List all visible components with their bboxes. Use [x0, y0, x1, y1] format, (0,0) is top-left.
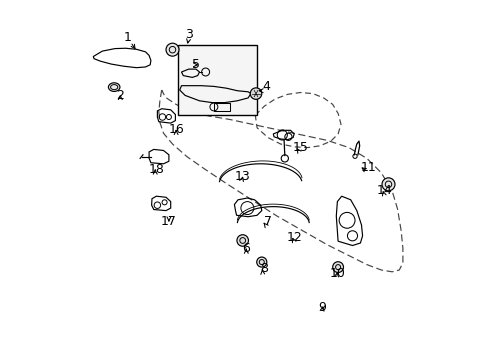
Text: 7: 7 — [264, 215, 271, 228]
Bar — [213, 103, 230, 111]
Text: 12: 12 — [286, 231, 302, 244]
Text: 18: 18 — [148, 163, 164, 176]
Text: 15: 15 — [292, 141, 307, 154]
Circle shape — [237, 235, 248, 246]
Text: 16: 16 — [168, 123, 183, 136]
Text: 2: 2 — [116, 89, 124, 102]
Text: 10: 10 — [329, 267, 346, 280]
Text: 14: 14 — [376, 184, 392, 197]
Circle shape — [381, 178, 394, 191]
Circle shape — [250, 88, 261, 99]
Text: 9: 9 — [317, 301, 325, 314]
Text: 11: 11 — [360, 161, 376, 174]
Circle shape — [166, 43, 179, 56]
Text: 8: 8 — [260, 262, 268, 275]
Text: 13: 13 — [234, 170, 250, 183]
Text: 1: 1 — [123, 31, 131, 44]
Text: 17: 17 — [161, 215, 177, 228]
Text: 4: 4 — [262, 80, 269, 93]
Text: 3: 3 — [184, 28, 192, 41]
Circle shape — [332, 262, 343, 273]
Text: 6: 6 — [242, 242, 250, 255]
Bar — [178, 45, 257, 115]
Circle shape — [256, 257, 266, 267]
Text: 5: 5 — [191, 58, 200, 71]
Ellipse shape — [108, 83, 120, 91]
